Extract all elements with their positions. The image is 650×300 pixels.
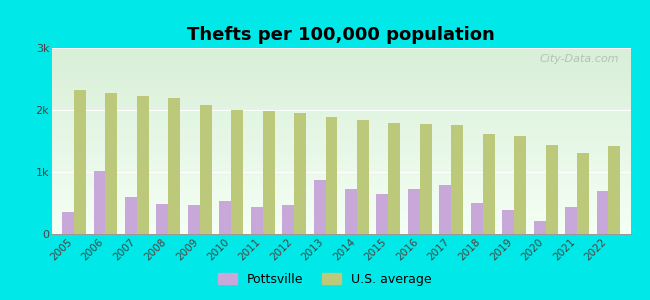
Bar	[597, 190, 608, 234]
Bar	[125, 197, 137, 234]
Bar	[200, 105, 212, 234]
Bar	[282, 206, 294, 234]
Bar	[451, 125, 463, 234]
Bar	[74, 89, 86, 234]
Title: Thefts per 100,000 population: Thefts per 100,000 population	[187, 26, 495, 44]
Bar	[188, 206, 200, 234]
Bar	[389, 123, 400, 234]
Bar	[294, 113, 306, 234]
Bar	[157, 204, 168, 234]
Bar	[483, 134, 495, 234]
Bar	[326, 117, 337, 234]
Bar	[608, 146, 621, 234]
Bar	[439, 185, 451, 234]
Bar	[62, 212, 74, 234]
Bar	[105, 93, 118, 234]
Bar	[545, 145, 558, 234]
Bar	[357, 120, 369, 234]
Bar	[471, 203, 483, 234]
Bar	[376, 194, 389, 234]
Bar	[251, 207, 263, 234]
Bar	[168, 98, 180, 234]
Bar	[408, 189, 420, 234]
Bar	[577, 153, 589, 234]
Legend: Pottsville, U.S. average: Pottsville, U.S. average	[213, 268, 437, 291]
Bar	[420, 124, 432, 234]
Bar	[565, 207, 577, 234]
Bar	[263, 111, 274, 234]
Bar	[534, 221, 545, 234]
Bar	[219, 201, 231, 234]
Bar	[313, 180, 326, 234]
Bar	[345, 189, 357, 234]
Text: City-Data.com: City-Data.com	[540, 54, 619, 64]
Bar	[514, 136, 526, 234]
Bar	[231, 110, 243, 234]
Bar	[94, 171, 105, 234]
Bar	[502, 210, 514, 234]
Bar	[137, 96, 149, 234]
